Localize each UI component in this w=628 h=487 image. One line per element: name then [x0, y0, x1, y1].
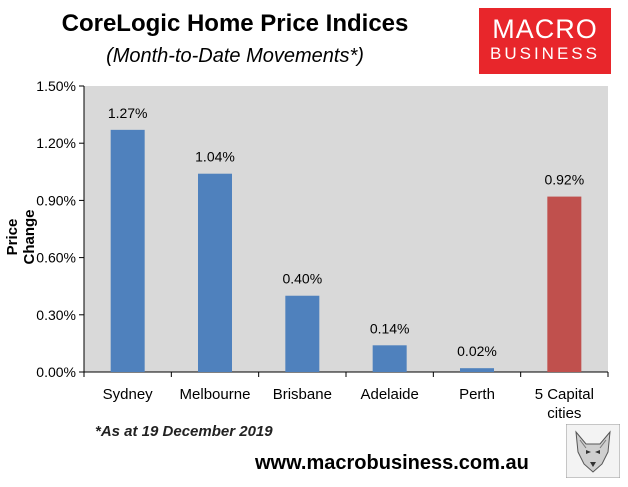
bar — [460, 368, 494, 372]
logo-line-2: BUSINESS — [490, 44, 600, 63]
data-label: 0.92% — [544, 172, 584, 188]
y-axis-label: Price Change — [4, 209, 38, 265]
category-label: 5 Capital — [535, 386, 594, 403]
category-label: Melbourne — [180, 386, 251, 403]
category-label: cities — [547, 405, 581, 422]
data-label: 0.14% — [370, 320, 410, 336]
bar — [285, 295, 320, 372]
data-label: 1.04% — [195, 149, 235, 165]
category-label: Perth — [459, 386, 495, 403]
chart-title: CoreLogic Home Price Indices — [61, 10, 409, 37]
y-tick-label: 0.60% — [36, 250, 76, 266]
logo-line-1: MACRO — [492, 14, 598, 44]
category-label: Sydney — [103, 386, 154, 403]
plot-area — [84, 86, 608, 372]
y-tick-label: 1.50% — [36, 78, 76, 94]
category-label: Brisbane — [273, 386, 332, 403]
bar — [198, 173, 232, 372]
bar — [110, 129, 145, 372]
data-label: 0.40% — [282, 271, 322, 287]
chart-subtitle: (Month-to-Date Movements*) — [106, 45, 364, 67]
macro-business-logo: MACRO BUSINESS — [479, 8, 611, 74]
category-label: Adelaide — [360, 386, 418, 403]
date-note: *As at 19 December 2019 — [95, 423, 273, 440]
y-tick-label: 0.30% — [36, 307, 76, 323]
wolf-logo-icon — [566, 424, 620, 478]
data-label: 1.27% — [108, 105, 148, 121]
bar — [547, 196, 582, 372]
data-label: 0.02% — [457, 343, 497, 359]
y-tick-label: 1.20% — [36, 135, 76, 151]
y-tick-label: 0.00% — [36, 364, 76, 380]
bar — [372, 345, 407, 372]
y-tick-label: 0.90% — [36, 192, 76, 208]
website-url: www.macrobusiness.com.au — [255, 452, 529, 474]
